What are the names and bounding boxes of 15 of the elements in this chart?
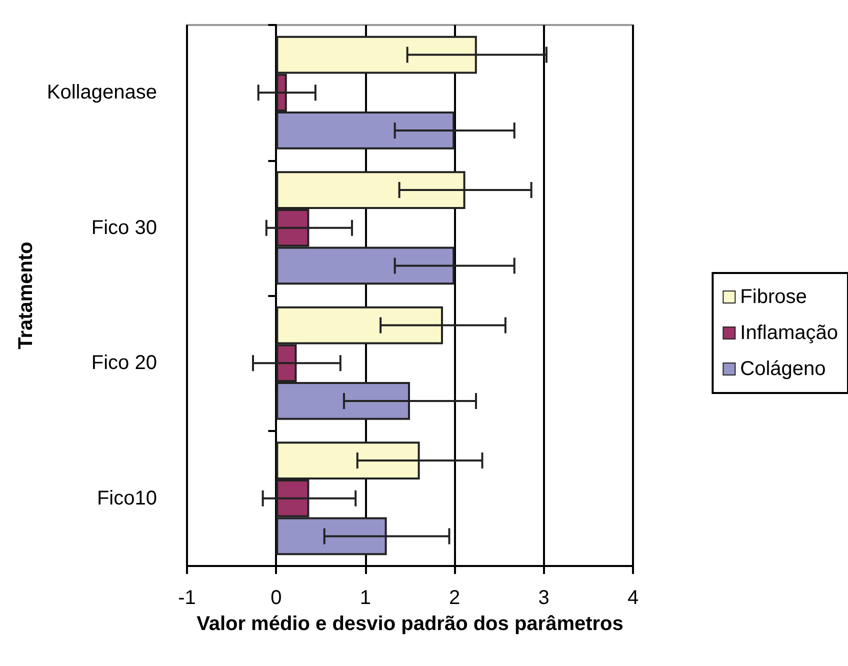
y-tick-label: Kollagenase [46,82,157,104]
legend-label: Inflamação [740,322,838,344]
y-tick-label: Fico 20 [91,352,157,374]
x-tick-label: 0 [270,587,282,609]
legend-label: Fibrose [740,286,807,308]
y-axis-title: Tratamento [15,242,37,350]
x-tick-label: 2 [449,587,460,609]
legend-label: Colágeno [740,358,826,380]
y-tick-label: Fico10 [96,487,157,510]
x-tick-label: -1 [178,587,196,609]
x-axis-title: Valor médio e desvio padrão dos parâmetros [196,613,624,635]
x-tick-label: 1 [360,587,371,609]
x-tick-label: 3 [538,587,550,609]
x-tick-label: 4 [627,587,639,609]
y-tick-label: Fico 30 [91,216,157,239]
